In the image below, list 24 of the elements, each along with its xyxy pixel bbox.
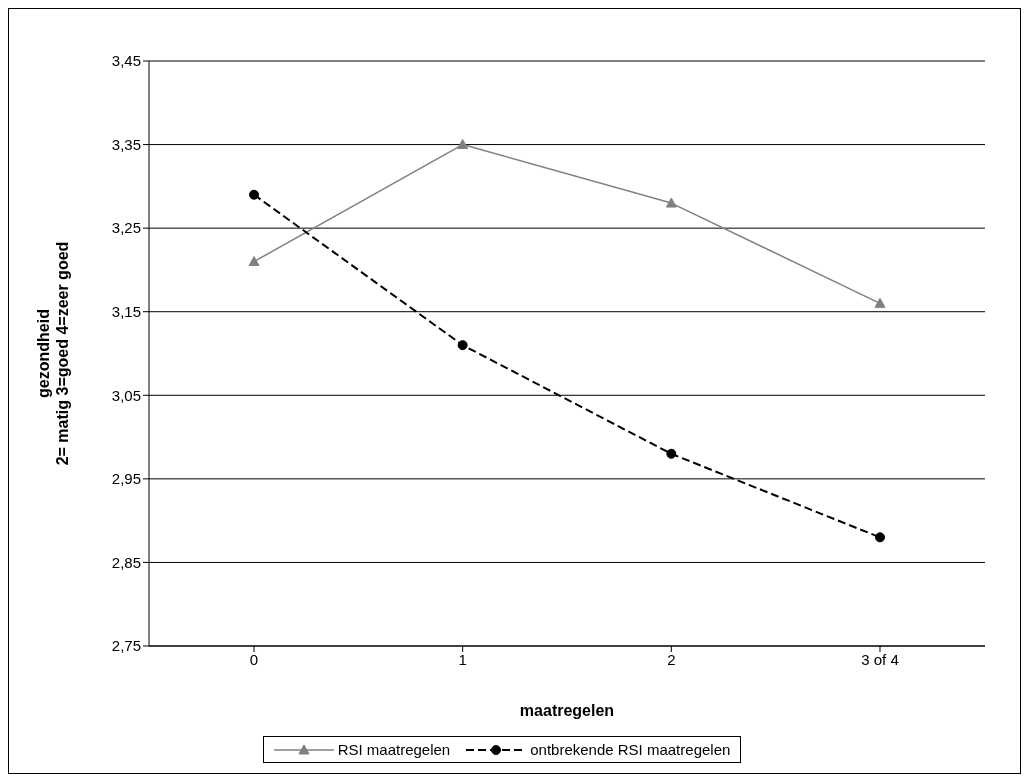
x-tick-label: 2 bbox=[667, 650, 676, 668]
x-tick-label: 1 bbox=[458, 650, 467, 668]
legend-label: ontbrekende RSI maatregelen bbox=[530, 741, 731, 758]
y-axis-title: gezondheid 2= matig 3=goed 4=zeer goed bbox=[35, 241, 71, 466]
x-axis-title: maatregelen bbox=[519, 702, 615, 719]
y-tick-label: 3,35 bbox=[111, 135, 141, 153]
point bbox=[665, 197, 677, 208]
point bbox=[875, 532, 885, 543]
y-tick-label: 2,95 bbox=[111, 470, 141, 488]
x-tick-label: 3 of 4 bbox=[861, 650, 899, 668]
point bbox=[874, 297, 886, 308]
point bbox=[666, 448, 677, 459]
y-tick-label: 2,85 bbox=[111, 553, 141, 571]
y-tick-label: 3,45 bbox=[111, 52, 141, 70]
y-tick-label: 3,05 bbox=[111, 386, 141, 404]
point bbox=[457, 139, 469, 150]
point bbox=[457, 340, 468, 351]
y-tick-label: 3,25 bbox=[111, 219, 141, 237]
y-tick-label: 3,15 bbox=[111, 303, 141, 321]
point bbox=[248, 256, 260, 267]
legend-label: RSI maatregelen bbox=[337, 741, 451, 758]
point bbox=[249, 189, 259, 200]
y-tick-label: 2,75 bbox=[111, 637, 141, 655]
x-tick-label: 0 bbox=[249, 650, 259, 668]
